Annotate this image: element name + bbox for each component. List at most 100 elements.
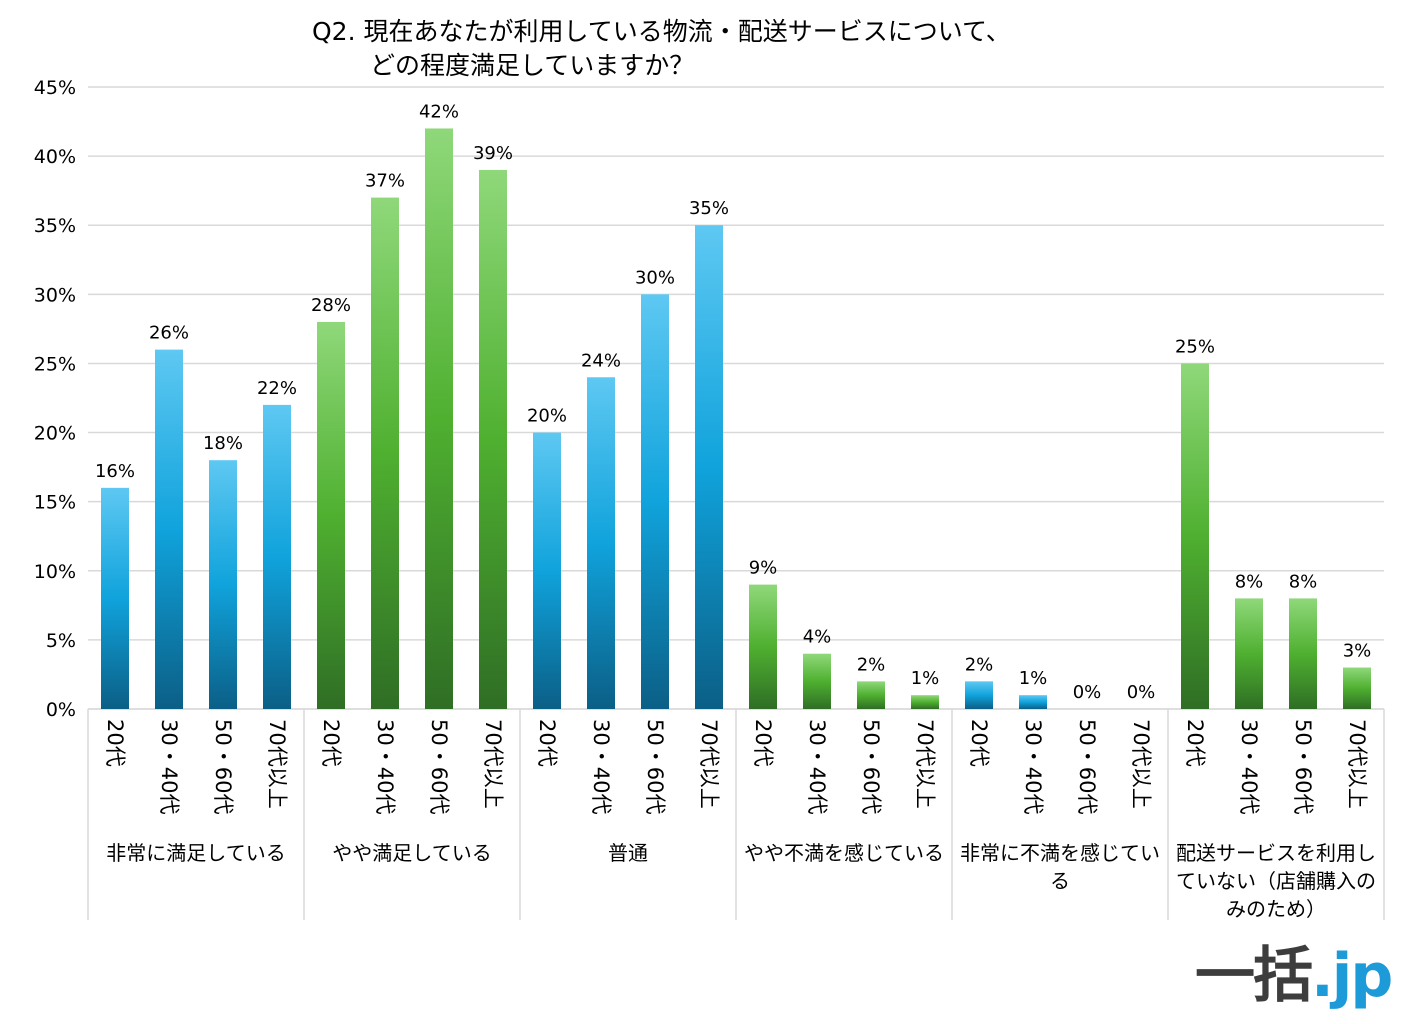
brand-logo: 一括.jp bbox=[1195, 946, 1393, 1006]
y-tick-label: 15% bbox=[34, 492, 76, 514]
category-label: みのため） bbox=[1226, 897, 1326, 921]
bar bbox=[587, 377, 615, 709]
data-label: 2% bbox=[857, 654, 886, 675]
bar bbox=[857, 681, 885, 709]
x-tick-label: 20代 bbox=[535, 719, 559, 767]
x-tick-label: 70代以上 bbox=[481, 719, 505, 809]
bar bbox=[479, 169, 507, 709]
x-tick-label: 70代以上 bbox=[913, 719, 937, 809]
bar bbox=[533, 432, 561, 709]
data-label: 30% bbox=[635, 267, 675, 288]
category-label: 非常に満足している bbox=[106, 841, 285, 865]
data-label: 18% bbox=[203, 433, 243, 454]
bar bbox=[695, 225, 723, 709]
bar bbox=[641, 294, 669, 709]
category-label: やや不満を感じている bbox=[744, 841, 944, 865]
y-axis-ticks: 0% 5% 10% 15% 20% 25% 30% 35% 40% 45% bbox=[34, 77, 76, 721]
x-tick-label: 30・40代 bbox=[805, 719, 829, 814]
value-labels: 16% 26% 18% 22% 28% 37% 42% 39% 20% 24% 30% 35% 9% 4%… bbox=[95, 101, 1371, 703]
y-tick-label: 20% bbox=[34, 423, 76, 445]
category-label: る bbox=[1050, 869, 1070, 893]
x-tick-label: 20代 bbox=[319, 719, 343, 767]
bar bbox=[1343, 667, 1371, 709]
data-label: 0% bbox=[1073, 682, 1102, 703]
bar bbox=[101, 487, 129, 709]
category-label: 普通 bbox=[608, 841, 648, 865]
data-label: 3% bbox=[1343, 641, 1372, 662]
bar bbox=[371, 197, 399, 710]
data-label: 25% bbox=[1175, 336, 1215, 357]
bar bbox=[263, 404, 291, 709]
x-tick-label: 50・60代 bbox=[859, 719, 883, 814]
category-label: やや満足している bbox=[332, 841, 491, 865]
data-label: 24% bbox=[581, 350, 621, 371]
data-label: 8% bbox=[1235, 571, 1264, 592]
x-tick-label: 70代以上 bbox=[1345, 719, 1369, 809]
data-label: 42% bbox=[419, 101, 459, 122]
category-label: ていない（店舗購入の bbox=[1176, 869, 1376, 893]
data-label: 2% bbox=[965, 654, 994, 675]
y-tick-label: 30% bbox=[34, 284, 76, 306]
data-label: 39% bbox=[473, 143, 513, 164]
data-label: 35% bbox=[689, 198, 729, 219]
data-label: 20% bbox=[527, 406, 567, 427]
y-tick-label: 10% bbox=[34, 561, 76, 583]
y-tick-label: 25% bbox=[34, 353, 76, 375]
data-label: 16% bbox=[95, 461, 135, 482]
x-tick-label: 30・40代 bbox=[589, 719, 613, 814]
x-tick-label: 30・40代 bbox=[1237, 719, 1261, 814]
x-tick-label: 70代以上 bbox=[697, 719, 721, 809]
data-label: 37% bbox=[365, 171, 405, 192]
bar bbox=[911, 695, 939, 709]
bar bbox=[1235, 598, 1263, 709]
data-label: 4% bbox=[803, 627, 832, 648]
bar bbox=[749, 584, 777, 709]
chart-title-line-2: どの程度満足していますか？ bbox=[370, 51, 695, 80]
x-tick-label: 30・40代 bbox=[1021, 719, 1045, 814]
logo-text-ikkatsu: 一括 bbox=[1195, 941, 1313, 1011]
logo-text-jp: jp bbox=[1331, 941, 1393, 1011]
x-tick-label: 50・60代 bbox=[1291, 719, 1315, 814]
bar bbox=[425, 128, 453, 709]
data-label: 1% bbox=[911, 668, 940, 689]
bars bbox=[101, 128, 1371, 710]
x-tick-label: 20代 bbox=[967, 719, 991, 767]
y-tick-label: 5% bbox=[46, 630, 76, 652]
x-tick-label: 20代 bbox=[1183, 719, 1207, 767]
x-tick-label: 50・60代 bbox=[1075, 719, 1099, 814]
y-tick-label: 0% bbox=[46, 699, 76, 721]
bar bbox=[1019, 695, 1047, 709]
x-tick-label: 30・40代 bbox=[373, 719, 397, 814]
x-tick-label: 30・40代 bbox=[157, 719, 181, 814]
y-tick-label: 45% bbox=[34, 77, 76, 99]
y-tick-label: 40% bbox=[34, 146, 76, 168]
y-tick-label: 35% bbox=[34, 215, 76, 237]
x-tick-label: 20代 bbox=[103, 719, 127, 767]
bar bbox=[1181, 363, 1209, 709]
bar bbox=[155, 349, 183, 709]
logo-text-dot: . bbox=[1311, 941, 1334, 1011]
data-label: 0% bbox=[1127, 682, 1156, 703]
x-tick-label: 70代以上 bbox=[265, 719, 289, 809]
bar bbox=[803, 653, 831, 709]
data-label: 22% bbox=[257, 378, 297, 399]
category-label: 配送サービスを利用し bbox=[1176, 841, 1376, 865]
data-label: 9% bbox=[749, 558, 778, 579]
bar bbox=[209, 460, 237, 709]
data-label: 1% bbox=[1019, 668, 1048, 689]
x-tick-label: 20代 bbox=[751, 719, 775, 767]
x-tick-label: 50・60代 bbox=[211, 719, 235, 814]
bar bbox=[965, 681, 993, 709]
x-tick-label: 70代以上 bbox=[1129, 719, 1153, 809]
bar bbox=[317, 321, 345, 709]
data-label: 28% bbox=[311, 295, 351, 316]
x-tick-label: 50・60代 bbox=[643, 719, 667, 814]
bar bbox=[1289, 598, 1317, 709]
data-label: 26% bbox=[149, 323, 189, 344]
data-label: 8% bbox=[1289, 571, 1318, 592]
category-label: 非常に不満を感じてい bbox=[960, 841, 1160, 865]
chart-title-line-1: Q2. 現在あなたが利用している物流・配送サービスについて、 bbox=[312, 17, 1011, 46]
x-tick-label: 50・60代 bbox=[427, 719, 451, 814]
